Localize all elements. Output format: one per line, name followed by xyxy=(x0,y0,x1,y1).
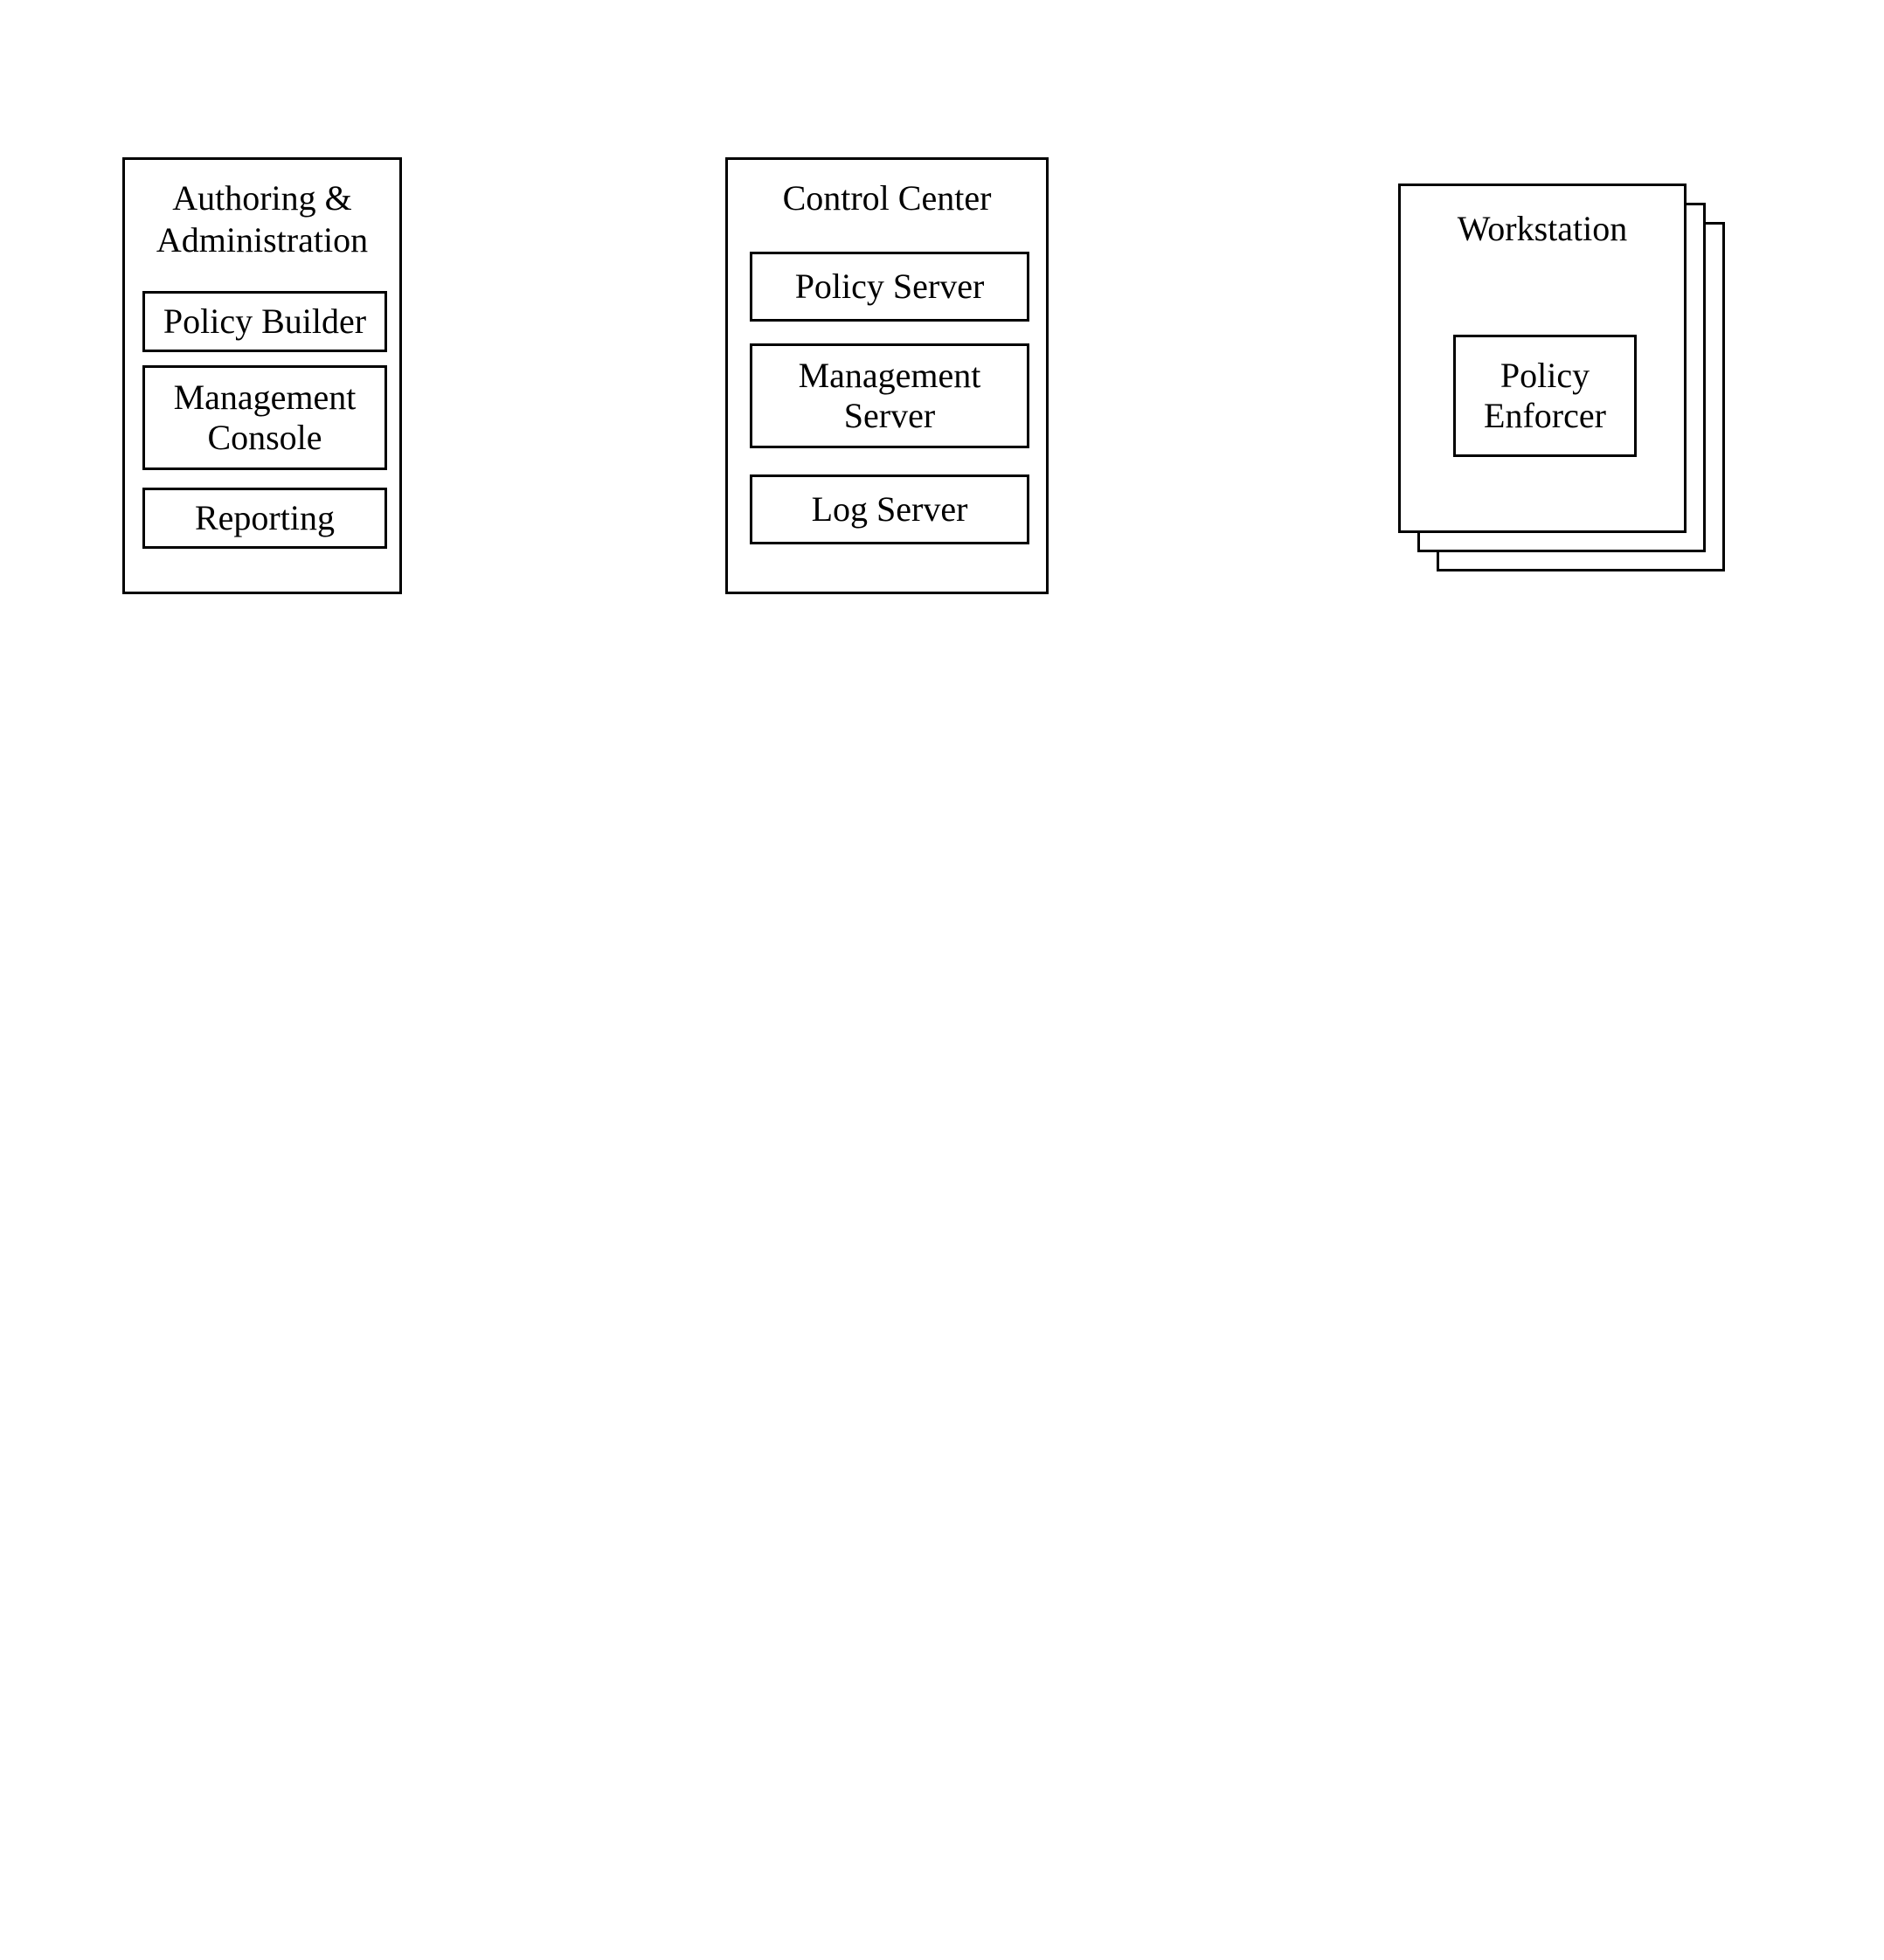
policy-enforcer: PolicyEnforcer xyxy=(1453,335,1637,457)
control-item: Log Server xyxy=(750,474,1029,544)
control-item: ManagementServer xyxy=(750,343,1029,448)
control-title: Control Center xyxy=(728,177,1046,219)
authoring-title: Authoring &Administration xyxy=(125,177,399,261)
authoring-item: Policy Builder xyxy=(142,291,387,352)
control-block: Control Center Policy Server ManagementSer… xyxy=(725,157,1049,594)
endpoint-title: Workstation xyxy=(1401,208,1684,250)
authoring-block: Authoring &Administration Policy Builder M… xyxy=(122,157,402,594)
authoring-item: ManagementConsole xyxy=(142,365,387,470)
control-item: Policy Server xyxy=(750,252,1029,322)
authoring-item: Reporting xyxy=(142,488,387,549)
endpoint-block: Workstation PolicyEnforcer xyxy=(1398,184,1687,533)
